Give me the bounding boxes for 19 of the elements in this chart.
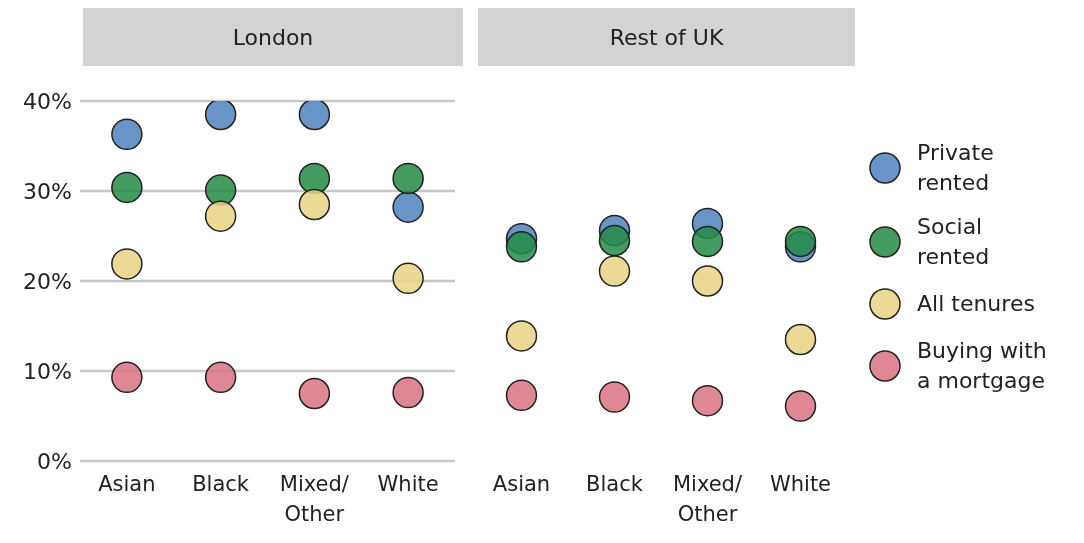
- x-tick-label: Black: [192, 472, 250, 496]
- y-tick-label: 40%: [23, 88, 72, 114]
- x-tick-label: White: [769, 472, 832, 496]
- y-tick-label: 30%: [23, 178, 72, 204]
- chart-title: Rest of UK: [478, 8, 855, 66]
- y-tick-label: 20%: [23, 268, 72, 294]
- y-tick-label: 0%: [37, 448, 72, 474]
- x-tick-label: Mixed/Other: [672, 472, 743, 526]
- x-tick-label: Black: [586, 472, 644, 496]
- legend-label: Private rented: [917, 139, 995, 197]
- x-tick-label: Asian: [492, 472, 551, 496]
- chart-title: London: [83, 8, 463, 66]
- x-tick-label: White: [377, 472, 439, 496]
- legend-label: Buying with a mortgage: [917, 337, 1048, 395]
- x-tick-label: Mixed/Other: [279, 472, 350, 526]
- legend-label: All tenures: [917, 290, 1036, 318]
- x-tick-label: Asian: [98, 472, 156, 496]
- legend-label: Social rented: [917, 213, 991, 271]
- y-tick-label: 10%: [23, 358, 72, 384]
